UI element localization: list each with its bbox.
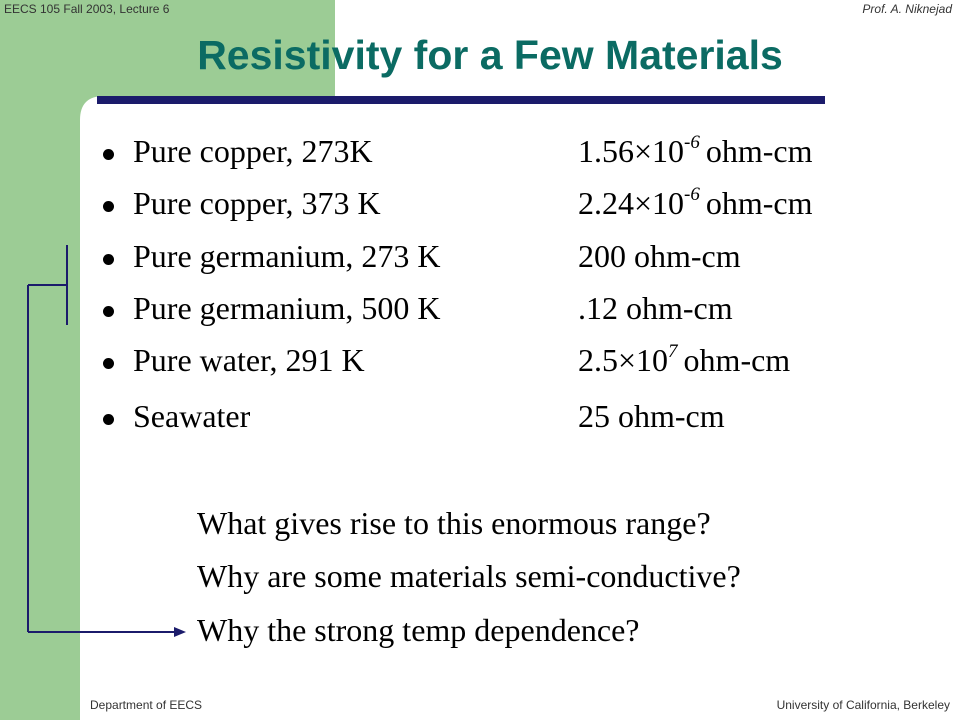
title-rule [97,96,825,104]
value-text: 1.56×10 [578,133,685,169]
material: Pure germanium, 500 K [133,290,441,326]
material: Pure copper, 273K [133,133,373,169]
value-text: 25 ohm-cm [578,398,725,434]
bullet [103,201,114,212]
value-text: 2.5×10 [578,342,669,378]
material: Seawater [133,398,251,434]
slide-title: Resistivity for a Few Materials [197,32,783,78]
footer-right: University of California, Berkeley [776,698,950,712]
exponent: -6 [684,184,700,205]
header-left: EECS 105 Fall 2003, Lecture 6 [4,2,170,16]
corner [80,96,104,120]
unit: ohm-cm [705,185,813,221]
exponent: 7 [668,341,678,362]
bracket [27,245,178,633]
bullet [103,358,114,369]
bullet [103,306,114,317]
resistivity: 2.5×107 ohm-cm [578,342,790,379]
material: Pure water, 291 K [133,342,365,378]
resistivity: .12 ohm-cm [578,290,733,327]
footer-left: Department of EECS [90,698,203,712]
top-panel [0,0,335,96]
value-text: 200 ohm-cm [578,238,741,274]
material: Pure germanium, 273 K [133,238,441,274]
bullet [103,149,114,160]
unit: ohm-cm [683,342,791,378]
question: Why the strong temp dependence? [197,612,640,648]
value-text: .12 ohm-cm [578,290,733,326]
resistivity: 2.24×10-6 ohm-cm [578,185,813,222]
bullet [103,414,114,425]
question: Why are some materials semi-conductive? [197,558,741,594]
arrow-head [174,627,186,637]
bullet [103,254,114,265]
question: What gives rise to this enormous range? [197,505,711,541]
material: Pure copper, 373 K [133,185,381,221]
resistivity: 200 ohm-cm [578,238,741,275]
value-text: 2.24×10 [578,185,685,221]
header-right: Prof. A. Niknejad [862,2,952,16]
side-panel [0,0,80,720]
exponent: -6 [684,132,700,153]
resistivity: 25 ohm-cm [578,398,725,435]
resistivity: 1.56×10-6 ohm-cm [578,133,813,170]
unit: ohm-cm [705,133,813,169]
